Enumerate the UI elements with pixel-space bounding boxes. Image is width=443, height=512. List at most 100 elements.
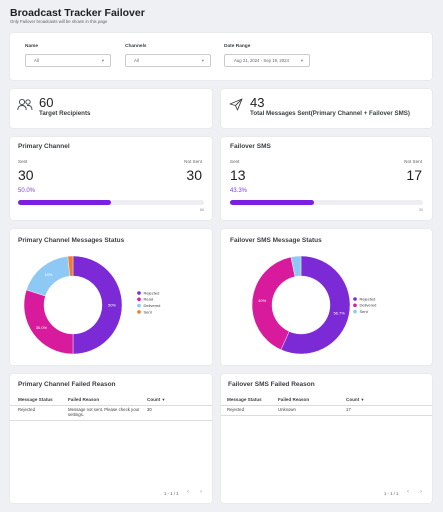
failover-sms-title: Failover SMS [230,143,271,150]
table-divider [10,420,212,421]
primary-channel-title: Primary Channel [18,143,70,150]
legend-dot-rejected [137,291,141,295]
failover-sent-label: Sent [230,159,240,164]
failover-sent-value: 13 [230,167,246,183]
name-filter-dropdown[interactable]: All ▾ [25,54,111,67]
legend-dot-read [137,297,141,302]
target-recipients-value: 60 [39,95,54,110]
table-header-divider [10,405,212,406]
primary-failed-reason-title: Primary Channel Failed Reason [18,381,116,388]
primary-progress-bar [18,200,204,205]
prev-page-button[interactable]: ‹ [407,489,409,495]
page-subtitle: Only Failover broadcasts will be shown i… [10,19,108,24]
legend-dot-sent [353,309,357,314]
pagination-info: 1 - 1 / 1 [384,491,399,496]
date-range-value: Aug 21, 2024 - Sep 19, 2024 [234,58,289,63]
primary-sent-percent: 50.0% [18,188,36,194]
failover-progress-bar [230,200,423,205]
col-failed-reason[interactable]: Failed Reason [278,397,310,402]
donut-slice-sent[interactable] [67,255,74,277]
date-range-picker[interactable]: Aug 21, 2024 - Sep 19, 2024 ▾ [224,54,310,67]
donut-slice-rejected[interactable] [280,255,351,355]
donut-label-read: 30.0% [36,325,48,330]
cell-reason: Message not sent. Please check your sett… [68,407,140,418]
total-sent-card: 43 Total Messages Sent(Primary Channel +… [221,89,432,128]
channels-filter-label: Channels [125,44,147,49]
failover-not-sent-label: Not Sent [404,159,422,164]
legend-dot-sent [137,310,141,314]
chevron-down-icon: ▾ [201,58,204,63]
prev-page-button[interactable]: ‹ [187,489,189,495]
cell-count: 30 [147,407,152,412]
legend-dot-rejected [353,297,357,301]
table-header-divider [221,405,432,406]
donut-slice-read[interactable] [23,289,74,355]
legend-item-sent[interactable]: Sent [144,309,153,314]
filters-card: Name All ▾ Channels All ▾ Date Range Aug… [10,33,432,80]
cell-status: Rejected [227,407,244,412]
people-icon [17,98,33,111]
chevron-down-icon: ▾ [300,58,303,63]
legend-item-delivered[interactable]: Delivered [144,303,161,308]
primary-status-chart-title: Primary Channel Messages Status [18,237,125,244]
primary-sent-label: Sent [18,159,28,164]
name-filter-value: All [34,58,39,63]
legend-dot-delivered [137,303,141,308]
failover-sent-percent: 43.3% [230,188,248,194]
primary-status-chart-card: Primary Channel Messages Status 50% 30.0%… [10,229,212,365]
total-sent-value: 43 [250,95,265,110]
donut-label-delivered: 18% [44,272,52,277]
primary-tick-end: 60 [200,208,204,212]
legend-item-sent[interactable]: Sent [360,309,369,314]
channels-filter-dropdown[interactable]: All ▾ [125,54,211,67]
col-count[interactable]: Count ▼ [147,397,166,402]
next-page-button[interactable]: › [420,489,422,495]
total-sent-label: Total Messages Sent(Primary Channel + Fa… [250,110,410,117]
donut-slice-sent[interactable] [290,255,302,277]
cell-status: Rejected [18,407,35,412]
col-message-status[interactable]: Message Status [18,397,53,402]
name-filter-label: Name [25,44,39,49]
cell-count: 17 [346,407,351,412]
primary-not-sent-value: 30 [186,167,202,183]
failover-failed-reason-card: Failover SMS Failed Reason Message Statu… [221,374,432,503]
legend-item-delivered[interactable]: Delivered [360,303,377,308]
donut-label-delivered: 40% [258,298,266,303]
send-icon [229,98,243,111]
legend-item-rejected[interactable]: Rejected [144,290,160,295]
failover-progress-fill [230,200,314,205]
failover-status-chart-card: Failover SMS Message Status 56.7% 40% Reje… [221,229,432,365]
failover-failed-reason-title: Failover SMS Failed Reason [228,381,315,388]
donut-slice-rejected[interactable] [72,255,123,355]
donut-label-rejected: 50% [108,302,116,307]
col-count[interactable]: Count ▼ [346,397,365,402]
legend-item-rejected[interactable]: Rejected [360,296,376,301]
donut-label-rejected: 56.7% [333,310,345,315]
col-message-status[interactable]: Message Status [227,397,262,402]
failover-not-sent-value: 17 [406,167,422,183]
primary-not-sent-label: Not Sent [184,159,202,164]
sort-down-icon: ▼ [161,397,166,402]
channels-filter-value: All [134,58,139,63]
primary-progress-fill [18,200,111,205]
donut-slice-delivered[interactable] [251,256,296,350]
legend-dot-delivered [353,303,357,308]
col-count-label: Count [346,397,360,402]
col-count-label: Count [147,397,161,402]
primary-sent-value: 30 [18,167,34,183]
col-failed-reason[interactable]: Failed Reason [68,397,100,402]
failover-sms-card: Failover SMS Sent Not Sent 13 17 43.3% 0… [221,137,432,220]
next-page-button[interactable]: › [200,489,202,495]
failover-tick-end: 30 [419,208,423,212]
table-divider [221,415,432,416]
target-recipients-label: Target Recipients [39,110,91,117]
page-title: Broadcast Tracker Failover [10,7,145,19]
target-recipients-card: 60 Target Recipients [10,89,212,128]
chevron-down-icon: ▾ [101,58,104,63]
legend-item-read[interactable]: Read [144,297,154,302]
cell-reason: Unknown [278,407,296,412]
sort-down-icon: ▼ [360,397,365,402]
primary-channel-card: Primary Channel Sent Not Sent 30 30 50.0… [10,137,212,220]
